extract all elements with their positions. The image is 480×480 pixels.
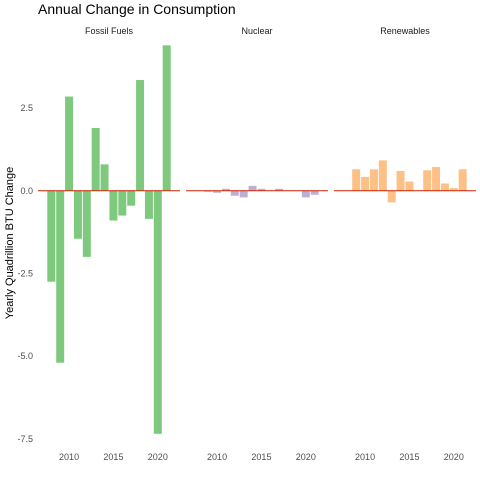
bar <box>82 190 91 257</box>
facet-panel: Fossil Fuels 2010 2015 2020 <box>38 26 180 462</box>
x-tick-label: 2020 <box>148 452 168 462</box>
facet-panel: Nuclear 2010 2015 2020 <box>186 26 328 462</box>
bar <box>56 190 65 363</box>
bar <box>118 190 127 216</box>
x-tick-label: 2020 <box>444 452 464 462</box>
facet-strip-label: Renewables <box>380 26 430 36</box>
bar <box>248 185 257 191</box>
x-tick-label: 2015 <box>103 452 123 462</box>
bar <box>144 190 153 219</box>
bar <box>387 190 396 203</box>
bar <box>230 190 239 196</box>
bar <box>109 190 118 221</box>
bar <box>405 181 414 191</box>
bar <box>136 80 145 191</box>
bar <box>213 190 222 193</box>
bar <box>65 96 74 191</box>
bar <box>162 45 171 191</box>
bar <box>153 190 162 434</box>
x-tick-label: 2010 <box>207 452 227 462</box>
y-tick-label: 2.5 <box>20 103 33 113</box>
bar <box>369 169 378 191</box>
bar <box>449 188 458 191</box>
bar <box>275 188 284 191</box>
facet-panels: Fossil Fuels 2010 2015 2020 Nuclear 2010 2015 2… <box>38 26 476 462</box>
bar <box>310 190 319 195</box>
chart-title: Annual Change in Consumption <box>38 1 236 17</box>
bar <box>301 190 310 198</box>
bar <box>352 169 361 191</box>
x-tick-label: 2010 <box>59 452 79 462</box>
facet-strip-label: Nuclear <box>241 26 272 36</box>
bar <box>73 190 82 239</box>
bar <box>47 190 56 282</box>
y-tick-label: -2.5 <box>17 268 33 278</box>
bar <box>423 170 432 191</box>
y-axis-label: Yearly Quadrillion BTU Change <box>4 167 16 319</box>
bar <box>378 160 387 191</box>
bar <box>221 188 230 191</box>
x-tick-label: 2020 <box>296 452 316 462</box>
bar <box>432 166 441 191</box>
bar <box>458 169 467 191</box>
bar <box>396 170 405 191</box>
bar <box>91 127 100 191</box>
y-tick-label: -5.0 <box>17 351 33 361</box>
bar <box>361 176 370 191</box>
x-tick-label: 2015 <box>251 452 271 462</box>
y-tick-label: 0.0 <box>20 186 33 196</box>
x-tick-label: 2015 <box>399 452 419 462</box>
facet-panel: Renewables 2010 2015 2020 <box>334 26 476 462</box>
bar <box>100 164 109 191</box>
bar <box>239 190 248 198</box>
y-tick-label: -7.5 <box>17 434 33 444</box>
bar <box>257 188 266 191</box>
bar <box>440 183 449 191</box>
x-tick-label: 2010 <box>355 452 375 462</box>
facet-strip-label: Fossil Fuels <box>85 26 134 36</box>
y-axis-ticks: 2.5 0.0 -2.5 -5.0 -7.5 <box>17 103 33 444</box>
bar <box>127 190 136 206</box>
